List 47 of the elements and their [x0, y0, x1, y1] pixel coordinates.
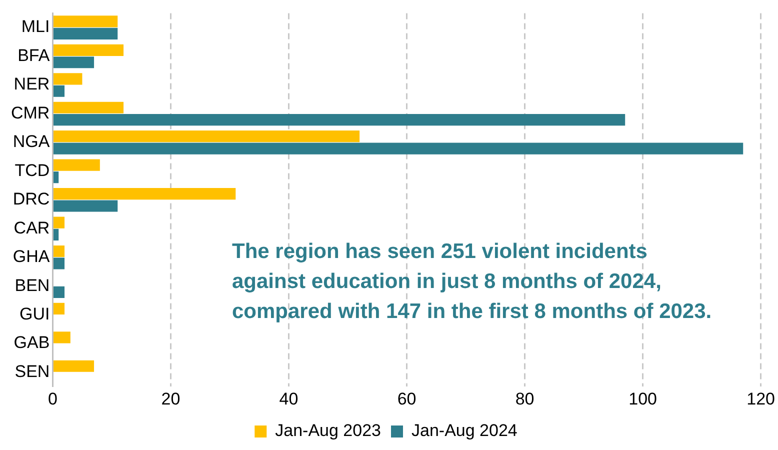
y-tick-label: BEN [14, 276, 50, 295]
bar [53, 258, 65, 270]
y-tick-label: MLI [21, 17, 50, 36]
y-tick-label: CMR [10, 103, 50, 122]
bar [53, 171, 59, 184]
bar [53, 188, 236, 200]
bar [53, 159, 100, 171]
y-tick-label: GUI [19, 304, 50, 324]
bar [53, 142, 744, 154]
x-tick-label: 40 [279, 389, 298, 408]
y-tick-label: BFA [18, 46, 50, 65]
bar [53, 56, 94, 68]
x-tick-label: 80 [515, 389, 534, 408]
y-tick-label: GHA [12, 247, 50, 266]
x-tick-label: 0 [48, 389, 58, 408]
bar [53, 302, 65, 314]
bar [53, 73, 82, 85]
bar [53, 245, 65, 258]
y-tick-label: NER [14, 74, 50, 94]
annotation: against education in just 8 months of 2024, [232, 270, 662, 293]
x-tick-label: 100 [628, 389, 657, 408]
bar [53, 332, 70, 344]
bar [53, 44, 124, 56]
bar [53, 28, 118, 40]
bar [53, 114, 626, 126]
bar [53, 16, 118, 28]
y-tick-label: NGA [12, 132, 50, 152]
legend-label: Jan-Aug 2024 [412, 421, 518, 440]
y-tick-label: GAB [14, 333, 50, 352]
bar [53, 360, 94, 372]
legend-label: Jan-Aug 2023 [275, 421, 382, 440]
y-tick-label: SEN [14, 362, 50, 381]
bar [53, 200, 118, 212]
bar [53, 286, 65, 298]
y-tick-label: TCD [14, 160, 50, 180]
y-tick-label: DRC [12, 190, 50, 209]
annotation: The region has seen 251 violent incidents [232, 240, 648, 263]
bar [53, 228, 59, 241]
bar [53, 130, 360, 142]
x-tick-label: 20 [161, 389, 180, 408]
annotation: compared with 147 in the first 8 months of 2023. [232, 300, 712, 323]
x-tick-label: 120 [746, 389, 776, 408]
bar [53, 85, 65, 97]
y-tick-label: CAR [14, 218, 50, 238]
x-tick-label: 60 [397, 389, 416, 408]
bar [53, 102, 124, 114]
bar [53, 216, 65, 228]
